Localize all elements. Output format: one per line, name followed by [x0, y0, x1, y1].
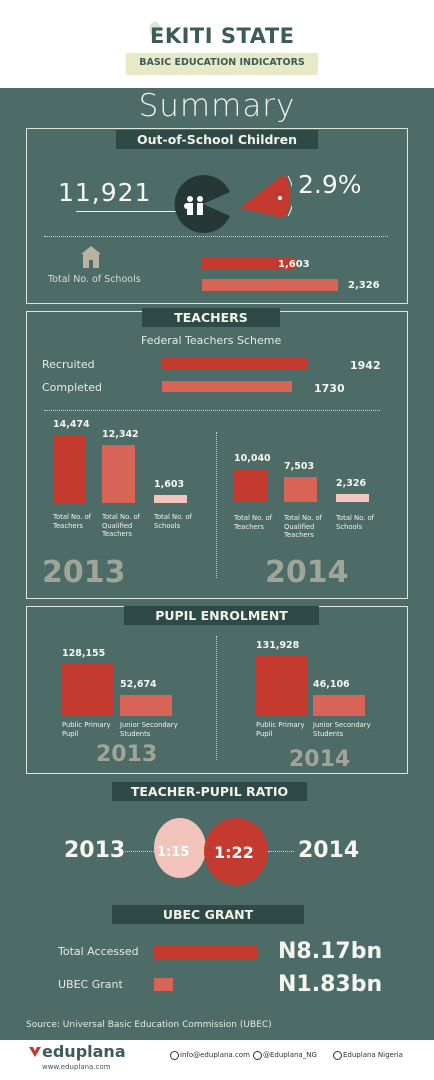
teachers-2014-bar — [336, 494, 369, 502]
year-divider — [216, 636, 217, 760]
schools-bar — [202, 258, 296, 270]
teachers-year-2013: 2013 — [42, 555, 126, 590]
ratio-2014: 1:22 — [214, 843, 254, 862]
accessed-bar — [154, 946, 258, 959]
subtitle-box — [126, 53, 318, 75]
ratio-circle-2014 — [204, 818, 268, 885]
enrolment-2013-value: 52,674 — [120, 679, 157, 690]
teachers-2014-label: Total No. of Qualified Teachers — [284, 514, 323, 539]
enrolment-year-2014: 2014 — [289, 747, 351, 772]
ratio-circle-2013 — [154, 818, 206, 878]
teachers-2014-label: Total No. of Teachers — [234, 514, 273, 531]
teachers-year-2014: 2014 — [265, 555, 349, 590]
completed-value: 1730 — [314, 382, 345, 395]
scheme-label: Federal Teachers Scheme — [141, 334, 282, 347]
teachers-2014-bar — [284, 477, 317, 502]
footer-email[interactable]: info@eduplana.com — [180, 1051, 250, 1059]
ratio-line — [268, 851, 294, 852]
footer-twitter[interactable]: @Eduplana_NG — [263, 1051, 317, 1059]
leaf-icon — [149, 21, 161, 39]
ratio-year-2013: 2013 — [64, 838, 126, 863]
teachers-2013-bar — [154, 495, 187, 503]
teachers-2013-label: Total No. of Qualified Teachers — [102, 513, 141, 538]
teachers-2014-value: 10,040 — [234, 453, 271, 464]
facebook-icon — [333, 1051, 342, 1060]
school-icon — [81, 246, 101, 268]
out-of-school-tab: Out-of-School Children — [116, 130, 318, 149]
enrolment-2013-value: 128,155 — [62, 648, 106, 659]
completed-bar — [162, 381, 292, 392]
page-subtitle: BASIC EDUCATION INDICATORS — [139, 57, 305, 68]
teachers-2013-bar — [53, 435, 86, 503]
enrolment-2013-label: Public Primary Pupil — [62, 721, 111, 738]
schools-bar-label-2: 2,326 — [348, 280, 380, 291]
source-note: Source: Universal Basic Education Commis… — [26, 1020, 272, 1030]
out-of-school-percent: 2.9% — [298, 170, 362, 199]
schools-label: Total No. of Schools — [48, 274, 141, 285]
out-of-school-count: 11,921 — [58, 178, 152, 207]
enrolment-2014-bar — [313, 695, 365, 716]
teachers-2013-value: 1,603 — [154, 479, 185, 490]
enrolment-2013-label: Junior Secondary Students — [120, 721, 178, 738]
accessed-value: N8.17bn — [278, 939, 383, 964]
enrolment-2014-label: Public Primary Pupil — [256, 721, 305, 738]
divider — [44, 236, 388, 237]
accessed-label: Total Accessed — [58, 945, 139, 958]
page-title: EKITI STATE — [150, 24, 295, 48]
enrolment-2014-value: 46,106 — [313, 679, 350, 690]
summary-heading: Summary — [138, 88, 296, 124]
divider — [44, 410, 380, 411]
enrolment-2013-bar — [120, 695, 172, 716]
eduplana-logo-icon — [29, 1047, 41, 1057]
grant-label: UBEC Grant — [58, 978, 123, 991]
ratio-tab: TEACHER-PUPIL RATIO — [112, 782, 307, 801]
pie-slice-icon — [240, 174, 292, 218]
teachers-tab: TEACHERS — [142, 308, 280, 327]
email-icon — [170, 1051, 179, 1060]
teachers-2013-label: Total No. of Schools — [154, 513, 193, 530]
enrolment-2014-label: Junior Secondary Students — [313, 721, 371, 738]
teachers-2014-value: 7,503 — [284, 461, 315, 472]
main-background — [0, 88, 434, 1040]
enrolment-2013-bar — [62, 664, 114, 716]
schools-bar-label-1: 1,603 — [278, 259, 310, 270]
ubec-tab: UBEC GRANT — [112, 905, 304, 924]
teachers-2013-label: Total No. of Teachers — [53, 513, 92, 530]
teachers-2014-bar — [234, 469, 267, 502]
recruited-bar — [162, 358, 308, 369]
ratio-2013: 1:15 — [157, 845, 190, 860]
pointer-line — [76, 211, 184, 212]
recruited-value: 1942 — [350, 359, 381, 372]
ratio-year-2014: 2014 — [298, 838, 360, 863]
enrolment-2014-bar — [256, 656, 308, 716]
teachers-2014-value: 2,326 — [336, 478, 367, 489]
enrolment-tab: PUPIL ENROLMENT — [124, 606, 319, 625]
recruited-label: Recruited — [42, 358, 95, 371]
schools-bar — [202, 279, 338, 291]
twitter-icon — [253, 1051, 262, 1060]
enrolment-year-2013: 2013 — [96, 742, 158, 767]
footer-brand: eduplana — [42, 1042, 126, 1061]
teachers-2013-value: 14,474 — [53, 419, 90, 430]
footer-site[interactable]: www.eduplana.com — [42, 1063, 111, 1071]
ratio-line — [122, 851, 156, 852]
footer-facebook[interactable]: Eduplana Nigeria — [343, 1051, 403, 1059]
grant-value: N1.83bn — [278, 972, 383, 997]
completed-label: Completed — [42, 381, 102, 394]
enrolment-2014-value: 131,928 — [256, 640, 300, 651]
teachers-2013-value: 12,342 — [102, 429, 139, 440]
grant-bar — [154, 978, 173, 991]
children-icon — [187, 196, 203, 215]
out-of-school-panel — [26, 128, 408, 304]
teachers-2014-label: Total No. of Schools — [336, 514, 375, 531]
footer — [0, 1040, 434, 1080]
year-divider — [216, 432, 217, 578]
teachers-2013-bar — [102, 445, 135, 503]
